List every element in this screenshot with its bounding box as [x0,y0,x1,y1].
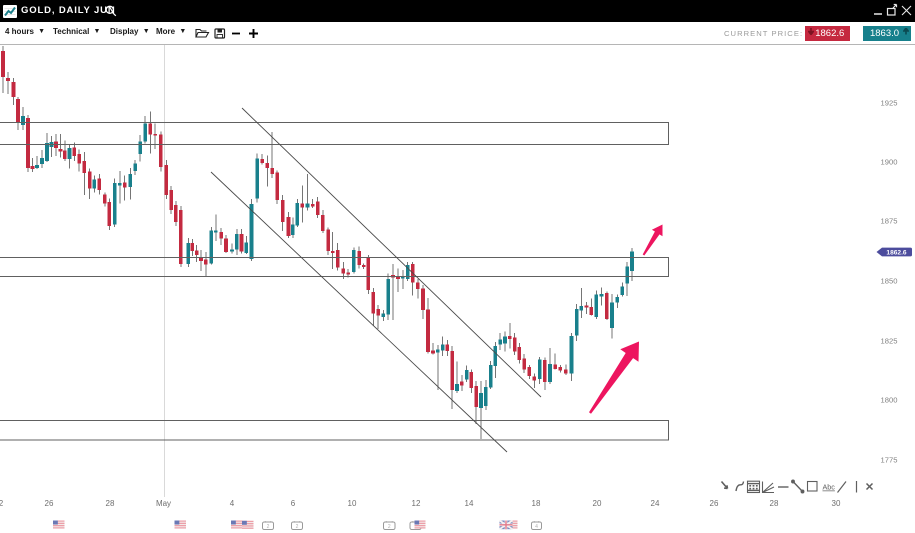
svg-text:1850: 1850 [881,277,898,286]
svg-text:14: 14 [465,499,474,508]
svg-text:2: 2 [296,524,299,530]
svg-text:30: 30 [832,499,841,508]
svg-text:1875: 1875 [881,217,898,226]
svg-text:May: May [156,499,171,508]
svg-text:4: 4 [230,499,235,508]
svg-text:10: 10 [348,499,357,508]
svg-text:28: 28 [106,499,115,508]
svg-text:12: 12 [412,499,421,508]
svg-text:1825: 1825 [881,337,898,346]
svg-text:1862.6: 1862.6 [886,250,907,257]
svg-text:4: 4 [535,524,538,530]
svg-text:1900: 1900 [881,158,898,167]
svg-text:2: 2 [388,524,391,530]
svg-text:1775: 1775 [881,456,898,465]
svg-text:20: 20 [593,499,602,508]
svg-text:26: 26 [45,499,54,508]
svg-text:2: 2 [0,499,4,508]
svg-text:18: 18 [532,499,541,508]
svg-text:24: 24 [651,499,660,508]
svg-text:1925: 1925 [881,99,898,108]
svg-text:6: 6 [291,499,296,508]
svg-text:26: 26 [710,499,719,508]
svg-text:1800: 1800 [881,396,898,405]
svg-text:Abc: Abc [823,483,836,492]
svg-text:28: 28 [770,499,779,508]
svg-text:2: 2 [267,524,270,530]
